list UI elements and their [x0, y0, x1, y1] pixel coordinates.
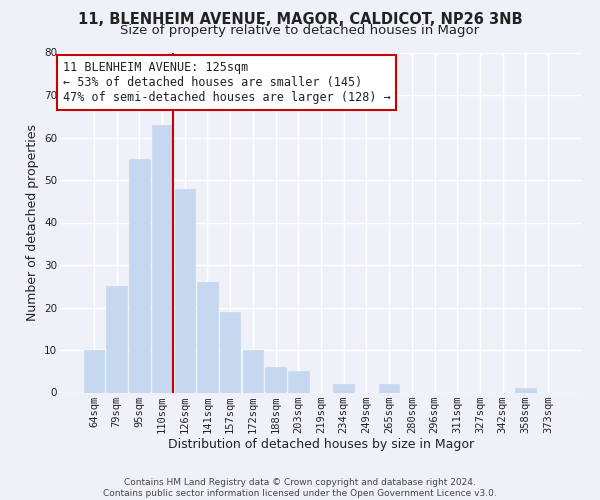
Bar	[175, 188, 195, 392]
Bar	[106, 286, 127, 393]
Text: Contains HM Land Registry data © Crown copyright and database right 2024.
Contai: Contains HM Land Registry data © Crown c…	[103, 478, 497, 498]
Bar	[197, 282, 218, 393]
Text: Size of property relative to detached houses in Magor: Size of property relative to detached ho…	[121, 24, 479, 37]
Text: 11, BLENHEIM AVENUE, MAGOR, CALDICOT, NP26 3NB: 11, BLENHEIM AVENUE, MAGOR, CALDICOT, NP…	[77, 12, 523, 28]
Bar	[515, 388, 536, 392]
X-axis label: Distribution of detached houses by size in Magor: Distribution of detached houses by size …	[168, 438, 474, 452]
Bar	[220, 312, 241, 392]
Bar	[129, 159, 149, 392]
Bar	[84, 350, 104, 393]
Y-axis label: Number of detached properties: Number of detached properties	[26, 124, 38, 321]
Bar	[288, 371, 308, 392]
Bar	[265, 367, 286, 392]
Text: 11 BLENHEIM AVENUE: 125sqm
← 53% of detached houses are smaller (145)
47% of sem: 11 BLENHEIM AVENUE: 125sqm ← 53% of deta…	[62, 61, 391, 104]
Bar	[152, 124, 172, 392]
Bar	[334, 384, 354, 392]
Bar	[379, 384, 400, 392]
Bar	[242, 350, 263, 393]
